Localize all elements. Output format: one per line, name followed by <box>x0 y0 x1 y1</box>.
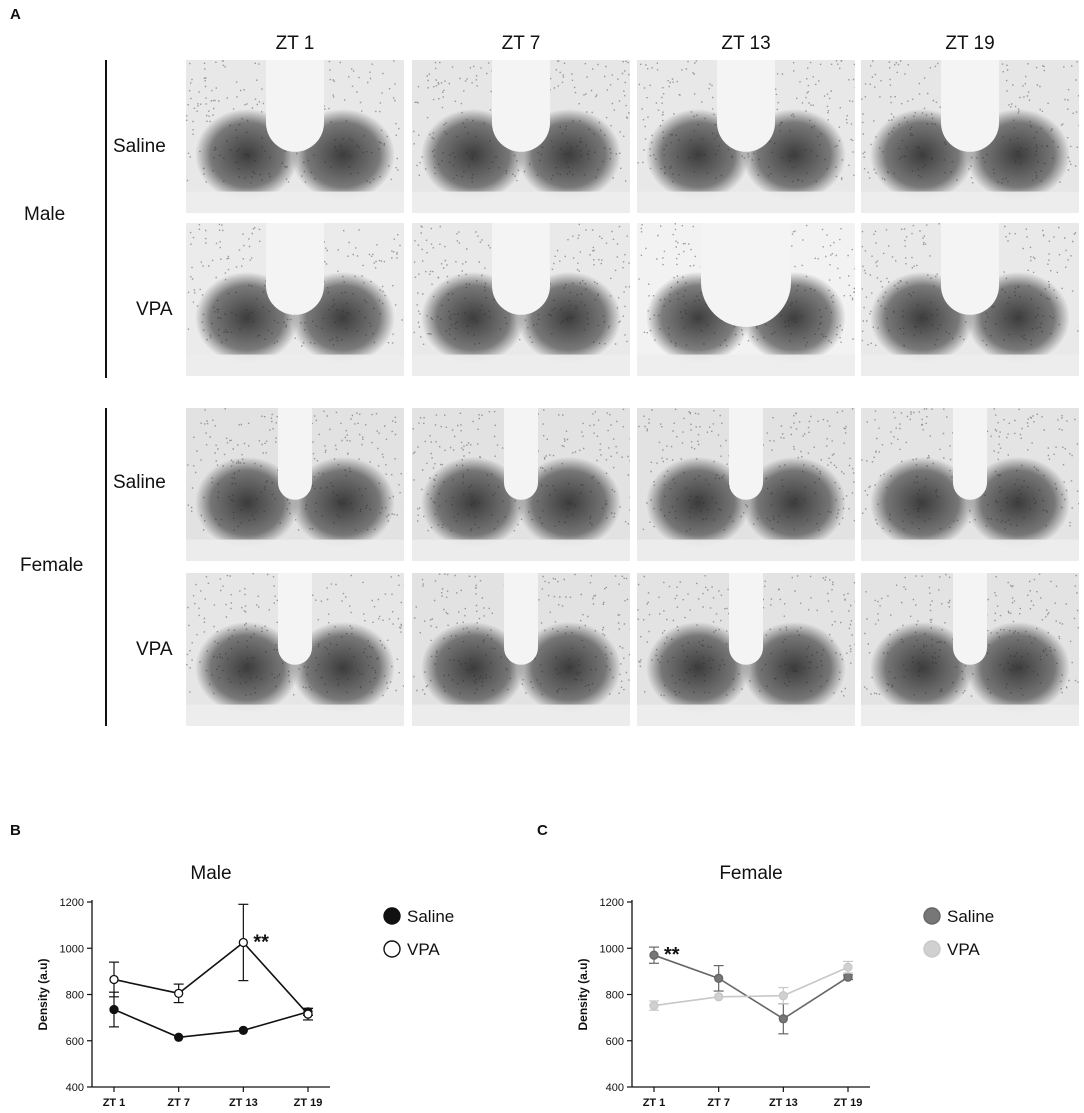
chart0-ytick-label: 600 <box>66 1036 84 1048</box>
row-label-female-saline: Saline <box>113 472 166 493</box>
micrograph-male-saline-zt19 <box>861 60 1079 213</box>
chart0-legend-marker-saline <box>383 907 401 925</box>
chart0-legend-label-vpa: VPA <box>407 940 440 959</box>
chart1-legend-label-vpa: VPA <box>947 940 980 959</box>
chart0-y-axis-label: Density (a.u) <box>36 958 50 1030</box>
chart1-point-saline <box>649 950 659 960</box>
chart0-ytick-label: 1200 <box>60 897 84 909</box>
column-header-zt1: ZT 1 <box>275 33 315 54</box>
column-header-zt19: ZT 19 <box>945 33 995 54</box>
chart1-legend-marker-vpa <box>923 940 941 958</box>
row-label-female-vpa: VPA <box>136 639 173 660</box>
chart0-xtick-label: ZT 13 <box>229 1097 258 1109</box>
chart1-point-vpa <box>714 992 724 1002</box>
chart1-point-vpa <box>778 991 788 1001</box>
sex-label-female: Female <box>20 555 84 576</box>
chart1-point-saline <box>843 972 853 982</box>
micrograph-female-saline-zt1 <box>186 408 404 561</box>
micrograph-female-vpa-zt19 <box>861 573 1079 726</box>
chart1-ytick-label: 400 <box>606 1082 624 1094</box>
micrograph-male-vpa-zt19 <box>861 223 1079 376</box>
chart0-series-line-vpa <box>113 941 309 1015</box>
chart0-point-vpa <box>174 988 184 998</box>
chart1-xtick-label: ZT 13 <box>769 1097 798 1109</box>
chart0-point-vpa <box>109 974 119 985</box>
column-header-zt13: ZT 13 <box>721 33 771 54</box>
male-group-bracket <box>105 60 107 378</box>
chart0-point-saline <box>109 1004 119 1015</box>
micrograph-female-vpa-zt1 <box>186 573 404 726</box>
chart1-ytick-label: 1200 <box>600 897 624 909</box>
chart1-point-saline <box>714 973 724 983</box>
chart1-legend-marker-saline <box>923 907 941 925</box>
micrograph-male-vpa-zt7 <box>412 223 630 376</box>
chart0-xtick-label: ZT 7 <box>167 1097 190 1109</box>
chart0-point-saline <box>174 1032 184 1042</box>
chart1-ytick-label: 1000 <box>600 943 624 955</box>
panel-label-b: B <box>10 822 21 839</box>
chart0-legend-marker-vpa <box>383 940 401 958</box>
panel-label-a: A <box>10 6 21 23</box>
chart1-y-axis-label: Density (a.u) <box>576 958 590 1030</box>
chart0-legend-label-saline: Saline <box>407 907 454 926</box>
chart0-xtick-label: ZT 19 <box>294 1097 323 1109</box>
chart0-title: Male <box>190 863 231 884</box>
chart1-series-line-saline <box>653 954 849 1020</box>
chart1-significance-annotation: ** <box>664 944 680 966</box>
micrograph-male-vpa-zt13 <box>637 223 855 376</box>
micrograph-female-saline-zt7 <box>412 408 630 561</box>
chart1-series-line-vpa <box>653 966 849 1007</box>
chart0-point-vpa <box>238 937 248 948</box>
micrograph-female-saline-zt19 <box>861 408 1079 561</box>
chart1-legend-label-saline: Saline <box>947 907 994 926</box>
chart0-ytick-label: 800 <box>66 990 84 1002</box>
micrograph-male-saline-zt13 <box>637 60 855 213</box>
panel-label-c: C <box>537 822 548 839</box>
female-group-bracket <box>105 408 107 726</box>
chart1-point-saline <box>778 1014 788 1024</box>
chart1-xtick-label: ZT 1 <box>643 1097 666 1109</box>
chart0-series-line-saline <box>113 1008 309 1039</box>
chart1-xtick-label: ZT 19 <box>834 1097 863 1109</box>
row-label-male-saline: Saline <box>113 136 166 157</box>
chart0-ytick-label: 1000 <box>60 943 84 955</box>
chart1-point-vpa <box>843 962 853 972</box>
micrograph-female-vpa-zt13 <box>637 573 855 726</box>
micrograph-male-vpa-zt1 <box>186 223 404 376</box>
female-density-chart: Female 400 600 800 1000 1200 ZT 1 ZT 7 ZT 13 ZT 1… <box>576 863 994 1109</box>
chart0-ytick-label: 400 <box>66 1082 84 1094</box>
micrograph-female-vpa-zt7 <box>412 573 630 726</box>
micrograph-male-saline-zt1 <box>186 60 404 213</box>
chart1-ytick-label: 600 <box>606 1036 624 1048</box>
chart0-point-saline <box>238 1025 248 1035</box>
chart0-point-vpa <box>303 1009 313 1019</box>
chart1-ytick-label: 800 <box>606 990 624 1002</box>
row-label-male-vpa: VPA <box>136 299 173 320</box>
micrograph-male-saline-zt7 <box>412 60 630 213</box>
column-header-zt7: ZT 7 <box>501 33 541 54</box>
chart0-xtick-label: ZT 1 <box>103 1097 126 1109</box>
chart0-significance-annotation: ** <box>253 931 269 953</box>
micrograph-female-saline-zt13 <box>637 408 855 561</box>
male-density-chart: Male 400 600 800 1000 1200 ZT 1 ZT 7 ZT 13 ZT 19 D… <box>36 863 454 1109</box>
chart1-title: Female <box>719 863 782 884</box>
chart1-point-vpa <box>649 1000 659 1011</box>
sex-label-male: Male <box>24 204 66 225</box>
chart1-xtick-label: ZT 7 <box>707 1097 730 1109</box>
